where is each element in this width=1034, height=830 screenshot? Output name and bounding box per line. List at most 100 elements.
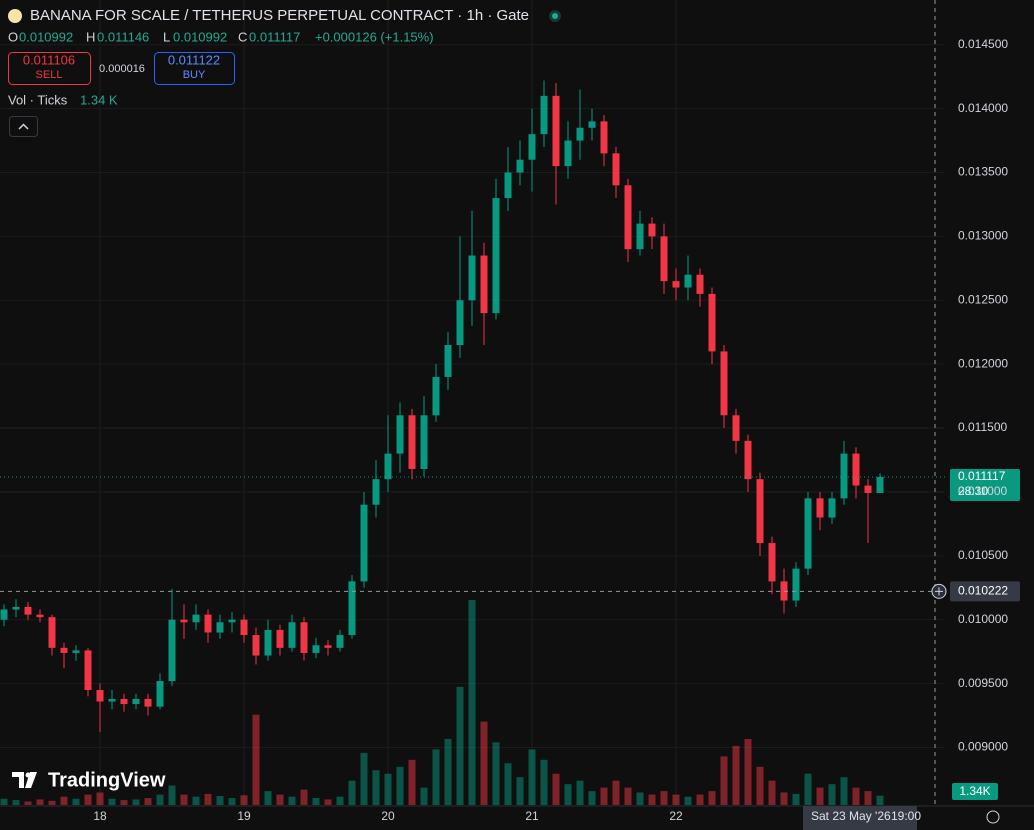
candle-body [204, 614, 212, 633]
sell-button[interactable] [8, 52, 91, 85]
volume-bar [360, 752, 368, 805]
candle-body [804, 498, 812, 569]
logo-dot [25, 772, 31, 778]
candle-body [240, 619, 248, 636]
collapse-icon [18, 123, 29, 130]
volume-bar [876, 795, 884, 805]
volume-bar [408, 759, 416, 805]
candle-body [516, 159, 524, 173]
candle-body [156, 681, 164, 707]
volume-bar [720, 756, 728, 805]
candle-body [324, 645, 332, 648]
h-label: H [86, 29, 95, 44]
y-tick-label: 0.014000 [958, 101, 1008, 115]
buy-price: 0.011122 [168, 52, 220, 67]
status-dot [552, 13, 558, 19]
volume-bar [432, 749, 440, 805]
candle-body [552, 95, 560, 167]
candle-body [360, 504, 368, 582]
logo-text: TradingView [48, 769, 166, 791]
candle-body [624, 185, 632, 250]
grid [0, 0, 945, 806]
candle-body [708, 293, 716, 352]
c-value: 0.011117 [249, 29, 300, 44]
volume-bar [756, 766, 764, 805]
volume-bar [120, 800, 128, 805]
candle-body [444, 345, 452, 377]
volume-bar [384, 773, 392, 805]
volume-bar [852, 787, 860, 805]
y-tick-label: 0.012000 [958, 356, 1008, 370]
collapse-button[interactable] [9, 116, 38, 137]
candle-body [756, 479, 764, 544]
candle-body [540, 95, 548, 135]
crosshair-badge [950, 581, 1020, 602]
volume-bar [612, 780, 620, 805]
volume-bar [84, 794, 92, 805]
volume-bar [324, 799, 332, 805]
volume-bar [240, 795, 248, 805]
candle-body [336, 635, 344, 648]
volume-bar [492, 742, 500, 805]
crosshair-plus [935, 587, 943, 596]
last-price-label: 0.011117 [958, 469, 1006, 483]
volume-bar [180, 794, 188, 805]
candle-body [120, 698, 128, 705]
volume-bar [420, 787, 428, 805]
last-price-badge [950, 468, 1020, 501]
volume-bar [828, 784, 836, 805]
volume-bar [792, 793, 800, 805]
candle-body [684, 274, 692, 288]
candle-body [252, 635, 260, 656]
volume-badge [952, 783, 998, 800]
x-tick-label: 18 [93, 809, 107, 823]
candle-body [276, 629, 284, 648]
candle-body [24, 606, 32, 615]
volume-bar [372, 770, 380, 805]
y-tick-label: 0.009000 [958, 740, 1008, 754]
volume-bar [660, 791, 668, 805]
candle-body [768, 543, 776, 582]
candle-body [384, 453, 392, 480]
candle-body [588, 121, 596, 128]
candle-body [36, 614, 44, 618]
sell-label: SELL [36, 69, 63, 81]
volume-bar [732, 745, 740, 805]
volume-bar [816, 787, 824, 805]
candle-body [12, 606, 20, 610]
volume-bar [132, 799, 140, 805]
x-tick-label: 20 [381, 809, 395, 823]
buy-button[interactable] [154, 52, 235, 85]
volume-bar [0, 798, 8, 805]
volume-bar [480, 721, 488, 805]
candle-body [372, 479, 380, 505]
candle-body [504, 172, 512, 199]
candle-body [192, 614, 200, 623]
volume-layer [0, 600, 884, 805]
candle-body [408, 415, 416, 469]
candle-body [480, 255, 488, 314]
candle-body [876, 476, 884, 493]
volume-bar [780, 792, 788, 805]
spread: 0.000016 [99, 63, 145, 75]
volume-bar [648, 794, 656, 805]
h-value: 0.011146 [97, 29, 149, 44]
candle-body [468, 255, 476, 301]
settings-icon[interactable] [986, 810, 1000, 824]
y-tick-label: 0.010000 [958, 612, 1008, 626]
candle-body [216, 622, 224, 633]
candle-body [288, 622, 296, 648]
crosshair-label: 0.010222 [958, 584, 1008, 598]
volume-bar [588, 791, 596, 805]
change: +0.000126 (+1.15%) [315, 29, 434, 44]
symbol-icon [8, 9, 22, 23]
volume-bar [636, 792, 644, 805]
candle-body [348, 581, 356, 636]
logo-icon [12, 772, 37, 788]
volume-bar [348, 780, 356, 805]
volume-bar [624, 787, 632, 805]
volume-bar [528, 749, 536, 805]
